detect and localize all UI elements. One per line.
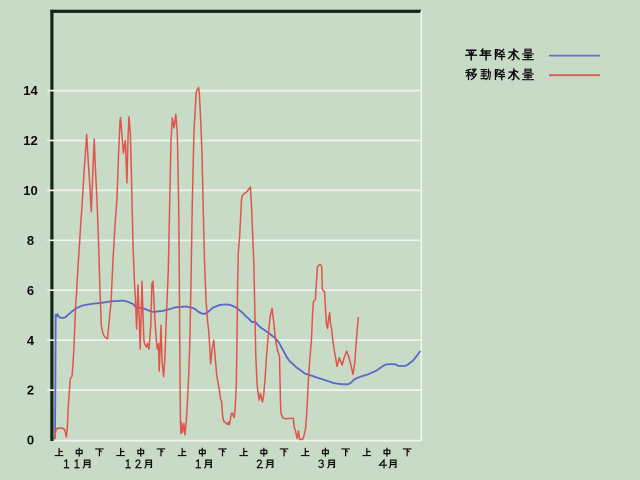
svg-text:8: 8 — [27, 233, 34, 248]
svg-text:0: 0 — [27, 433, 34, 448]
svg-text:12: 12 — [23, 133, 37, 148]
svg-text:14: 14 — [23, 83, 38, 98]
svg-text:10: 10 — [23, 183, 37, 198]
svg-text:4: 4 — [27, 333, 35, 348]
svg-text:2: 2 — [27, 383, 34, 398]
svg-text:6: 6 — [27, 283, 34, 298]
